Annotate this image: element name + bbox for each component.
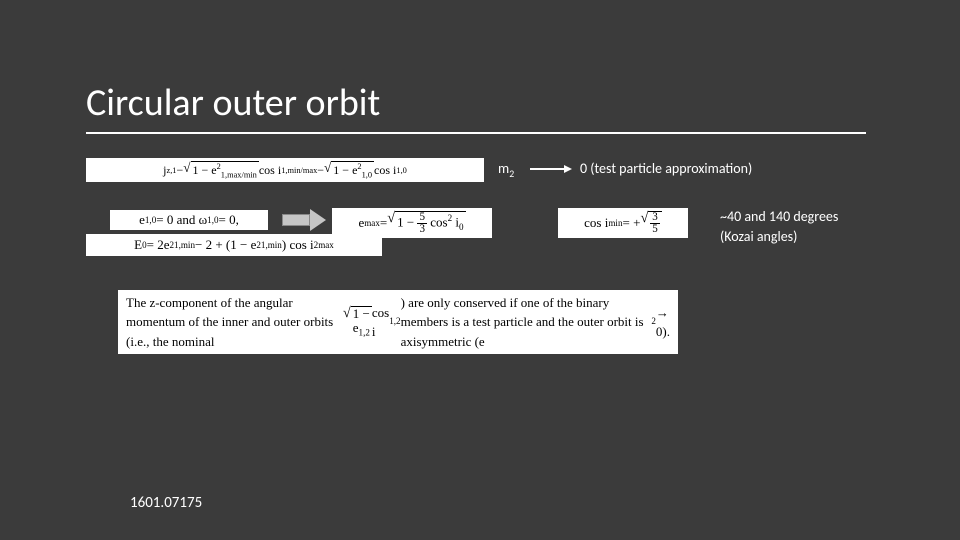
block-arrow-icon — [282, 209, 326, 231]
label-m2: m2 — [498, 160, 514, 180]
text-test-particle-approx: 0 (test particle approximation) — [580, 160, 752, 177]
text-kozai-line2: (Kozai angles) — [720, 228, 797, 245]
citation-arxiv: 1601.07175 — [130, 494, 202, 512]
equation-e10-w10: e1,0 = 0 and ω1,0 = 0, — [110, 210, 268, 230]
equation-jz1: jz,1 − √1 − e21,max/min cos i1,min/max −… — [86, 158, 484, 182]
paragraph-z-component: The z-component of the angular momentum … — [118, 290, 678, 354]
slide-title: Circular outer orbit — [86, 80, 866, 134]
text-kozai-line1: ~40 and 140 degrees — [720, 208, 838, 225]
equation-cos-imin: cos imin = +√35 — [558, 208, 688, 238]
equation-emax: emax = √1 − 53 cos2 i0 — [332, 208, 492, 238]
